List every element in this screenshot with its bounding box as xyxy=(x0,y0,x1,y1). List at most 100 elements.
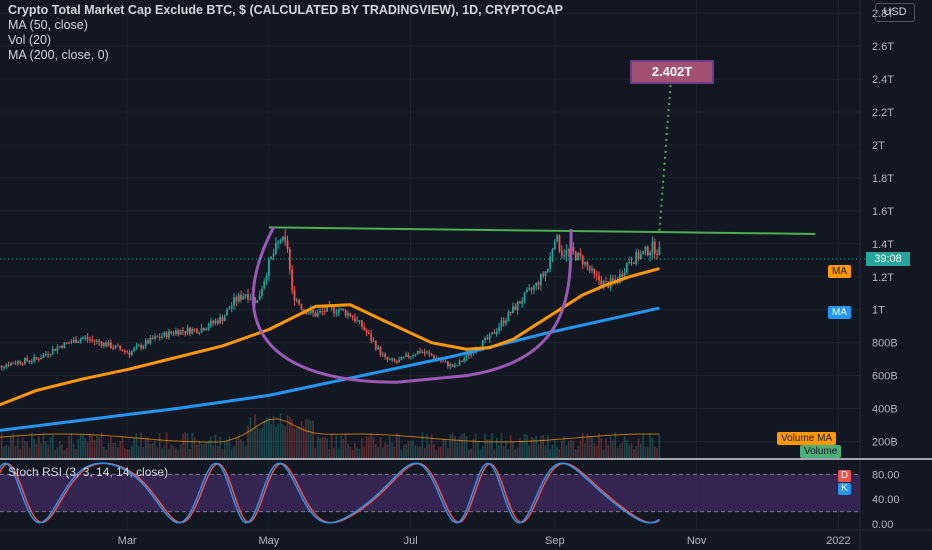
volume-bar xyxy=(344,433,347,458)
candle-body xyxy=(261,288,263,296)
candle-body xyxy=(70,342,73,344)
volume-bar xyxy=(335,435,338,458)
volume-bar xyxy=(375,443,377,458)
candle-body xyxy=(240,294,242,300)
volume-bar xyxy=(137,446,140,458)
volume-bar xyxy=(612,440,614,458)
indicator-ma200[interactable]: MA (200, close, 0) xyxy=(8,48,109,62)
candle-body xyxy=(391,358,394,360)
y-tick-label: 200B xyxy=(872,437,898,449)
indicator-volume[interactable]: Vol (20) xyxy=(8,33,52,47)
volume-bar xyxy=(351,449,354,458)
candle-body xyxy=(363,326,366,331)
volume-bar xyxy=(382,447,384,458)
candle-body xyxy=(244,294,247,297)
volume-bar xyxy=(240,439,242,458)
candle-body xyxy=(428,352,431,354)
y-tick-label: 2.4T xyxy=(872,74,894,86)
volume-bar xyxy=(19,448,22,458)
volume-bar xyxy=(26,442,28,458)
volume-bar xyxy=(40,443,42,458)
candle-body xyxy=(312,309,314,313)
candle-body xyxy=(586,261,589,267)
candle-body xyxy=(537,282,540,286)
candle-body xyxy=(644,246,647,252)
volume-bar xyxy=(516,447,519,458)
volume-bar xyxy=(358,448,361,458)
candle-body xyxy=(658,246,661,256)
candle-body xyxy=(323,311,326,313)
candle-body xyxy=(637,252,640,260)
candle-body xyxy=(54,348,56,351)
candle-body xyxy=(277,241,280,244)
candle-body xyxy=(247,294,249,300)
volume-bar xyxy=(0,432,3,458)
volume-bar xyxy=(347,443,349,458)
volume-bar xyxy=(614,432,617,458)
y-tick-label: 1.8T xyxy=(872,173,894,185)
volume-bar xyxy=(230,448,233,458)
candle-body xyxy=(600,280,603,286)
candle-body xyxy=(168,331,170,338)
volume-bar xyxy=(433,444,435,458)
resistance-line xyxy=(268,226,816,235)
volume-bar xyxy=(437,447,440,458)
candle-body xyxy=(649,252,652,256)
volume-bar xyxy=(523,433,526,458)
candle-body xyxy=(295,300,298,302)
volume-bar xyxy=(175,448,177,458)
volume-bar xyxy=(430,434,433,458)
candle-body xyxy=(507,311,510,321)
candle-body xyxy=(30,361,33,363)
volume-bar xyxy=(421,432,424,458)
time-axis[interactable]: Mar May Jul Sep Nov 2022 xyxy=(0,529,932,547)
stoch-k-badge: K xyxy=(838,483,851,495)
volume-bar xyxy=(619,444,621,458)
stoch-rsi-legend[interactable]: Stoch RSI (3, 3, 14, 14, close) xyxy=(8,465,169,479)
candle-body xyxy=(409,356,412,358)
volume-bar xyxy=(249,416,252,458)
indicator-ma50[interactable]: MA (50, close) xyxy=(8,18,88,32)
volume-bar xyxy=(519,437,521,458)
volume-bar xyxy=(528,445,531,458)
volume-bar xyxy=(179,444,182,458)
volume-bar xyxy=(214,434,217,458)
candle-body xyxy=(19,361,22,364)
volume-bar xyxy=(3,446,5,458)
candle-body xyxy=(112,348,115,350)
currency-button[interactable]: USD xyxy=(875,3,915,22)
candle-body xyxy=(656,254,658,256)
volume-bar xyxy=(579,440,582,458)
volume-bar xyxy=(182,434,184,458)
volume-bar xyxy=(514,448,517,458)
volume-bar xyxy=(163,445,166,458)
volume-bar xyxy=(133,438,135,458)
volume-bar xyxy=(7,445,10,458)
y-tick-label: 600B xyxy=(872,371,898,383)
volume-bar xyxy=(377,447,379,458)
volume-bar xyxy=(409,441,412,458)
candle-body xyxy=(512,306,514,314)
volume-bar xyxy=(493,449,496,458)
y-tick-label: 800B xyxy=(872,338,898,350)
candle-body xyxy=(126,351,129,353)
volume-bar xyxy=(126,449,128,458)
candle-body xyxy=(300,304,303,310)
stoch-k-line xyxy=(0,462,660,524)
volume-bar xyxy=(577,446,579,458)
candle-body xyxy=(593,268,596,274)
candle-body xyxy=(446,361,449,367)
volume-bar xyxy=(349,446,352,458)
volume-bar xyxy=(203,444,205,458)
volume-bar xyxy=(121,436,124,458)
stoch-rsi-panel: 80.00 40.00 0.00 xyxy=(0,462,900,531)
volume-bar xyxy=(56,447,59,458)
candle-body xyxy=(230,305,233,309)
volume-bar xyxy=(124,448,126,458)
volume-bar xyxy=(535,436,538,458)
candle-body xyxy=(591,268,593,271)
candle-body xyxy=(77,341,80,344)
target-price-label: 2.402T xyxy=(630,60,714,84)
